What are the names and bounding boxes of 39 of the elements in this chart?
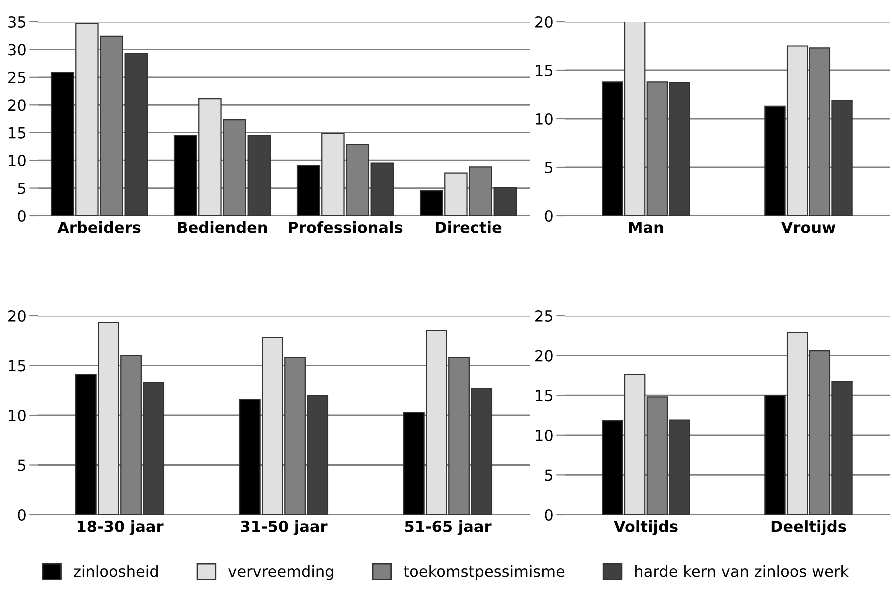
y-tick-label: 15 bbox=[536, 390, 553, 402]
y-tick-label: 0 bbox=[18, 509, 26, 522]
y-tick-label: 5 bbox=[18, 182, 26, 194]
y-tick-label: 25 bbox=[536, 310, 553, 322]
y-tick-label: 10 bbox=[9, 410, 26, 422]
y-tick-label: 15 bbox=[9, 360, 26, 372]
y-tick-label: 5 bbox=[545, 470, 553, 482]
legend-label: vervreemding bbox=[228, 565, 334, 580]
y-tick-label: 5 bbox=[545, 162, 553, 174]
y-tick-label: 0 bbox=[545, 509, 553, 522]
x-tick-label: 31-50 jaar bbox=[241, 520, 328, 536]
x-tick-label: Man bbox=[629, 222, 664, 234]
y-tick-label: 20 bbox=[8, 100, 26, 112]
y-tick-label: 30 bbox=[8, 44, 26, 56]
x-tick-label: Professionals bbox=[289, 222, 403, 234]
y-tick-label: 0 bbox=[18, 210, 26, 222]
legend-label: zinloosheid bbox=[74, 565, 158, 578]
y-tick-label: 10 bbox=[536, 113, 553, 126]
y-tick-label: 20 bbox=[536, 16, 553, 28]
y-tick-label: 20 bbox=[8, 310, 26, 322]
x-tick-label: 51-65 jaar bbox=[405, 520, 492, 536]
y-tick-label: 15 bbox=[536, 65, 553, 77]
y-tick-label: 35 bbox=[8, 16, 26, 28]
y-tick-label: 10 bbox=[9, 155, 26, 167]
y-tick-label: 20 bbox=[536, 350, 553, 362]
x-tick-label: Bedienden bbox=[178, 222, 268, 234]
x-tick-label: Arbeiders bbox=[58, 222, 141, 234]
y-tick-label: 10 bbox=[536, 430, 553, 442]
y-tick-label: 15 bbox=[9, 128, 26, 139]
x-tick-label: 18-30 jaar bbox=[78, 520, 164, 536]
x-tick-label: Deeltijds bbox=[772, 520, 846, 536]
x-tick-label: Vrouw bbox=[781, 222, 836, 234]
y-tick-label: 5 bbox=[18, 460, 26, 472]
y-tick-label: 0 bbox=[545, 210, 553, 222]
legend-label: harde kern van zinloos werk bbox=[636, 565, 850, 578]
x-tick-label: Directie bbox=[436, 222, 502, 234]
y-tick-label: 25 bbox=[8, 72, 26, 84]
x-tick-label: Voltijds bbox=[614, 520, 678, 536]
legend-label: toekomstpessimisme bbox=[404, 565, 565, 580]
